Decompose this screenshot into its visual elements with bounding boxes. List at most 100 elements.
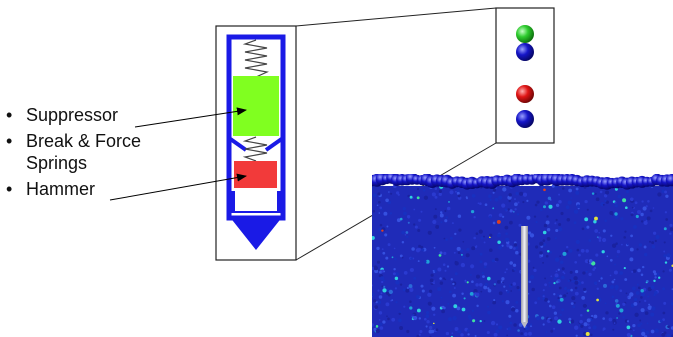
particle (615, 242, 618, 245)
particle (612, 328, 615, 331)
particle (443, 251, 447, 255)
particle (416, 308, 421, 313)
particle (421, 289, 425, 293)
particle (536, 200, 540, 204)
particle (547, 249, 550, 253)
particle (629, 292, 634, 297)
particle (647, 287, 652, 292)
particle (378, 200, 381, 204)
particle (550, 329, 554, 333)
particle (395, 280, 400, 285)
particle (634, 312, 639, 317)
particle (479, 319, 482, 323)
particle (513, 323, 517, 327)
particle (518, 223, 522, 227)
particle (373, 327, 377, 332)
particle (432, 282, 435, 285)
particle (578, 253, 581, 257)
particle (614, 204, 618, 208)
particle (373, 324, 377, 328)
particle (509, 321, 513, 325)
particle (456, 246, 461, 251)
particle (593, 314, 598, 319)
particle (602, 203, 605, 206)
particle (446, 206, 451, 211)
particle (437, 267, 442, 272)
particle (632, 269, 637, 273)
particle (434, 195, 438, 199)
particle (591, 261, 596, 266)
particle (542, 239, 546, 242)
particle (401, 256, 404, 259)
particle (479, 260, 483, 264)
particle (458, 228, 462, 232)
particle (565, 249, 569, 253)
particle (454, 272, 458, 276)
particle (453, 251, 456, 254)
particle (420, 284, 424, 288)
particle (659, 319, 663, 323)
particle (484, 282, 488, 287)
particle (582, 287, 587, 292)
list-item-suppressor: Suppressor (6, 104, 141, 126)
particle (630, 234, 633, 238)
particle (557, 268, 561, 272)
particle (492, 221, 496, 225)
particle (629, 197, 634, 202)
particle (648, 303, 651, 306)
particle (465, 196, 468, 199)
particle (669, 227, 673, 232)
particle (423, 260, 427, 263)
particle (638, 243, 643, 247)
particle (506, 290, 510, 294)
particle (539, 255, 542, 258)
particle (439, 277, 442, 280)
particle (654, 328, 659, 333)
particle (650, 285, 655, 290)
particle (372, 235, 375, 240)
particle (406, 286, 409, 290)
particle (622, 198, 627, 203)
particle (493, 332, 498, 337)
particle (460, 262, 466, 268)
particle (644, 311, 649, 315)
particle (593, 266, 597, 270)
particle (542, 295, 545, 298)
particle (555, 228, 559, 233)
particle (523, 328, 526, 330)
particle (433, 214, 438, 219)
red-sphere-icon (516, 85, 534, 103)
particle (457, 330, 460, 333)
particle (494, 257, 499, 262)
particle (576, 204, 581, 209)
particle (437, 287, 442, 292)
particle (543, 243, 547, 247)
particle (454, 232, 457, 236)
particle (383, 285, 386, 288)
particle (475, 232, 479, 235)
particle (609, 211, 614, 215)
particle (561, 308, 565, 312)
particle (516, 213, 520, 216)
particle (619, 271, 624, 275)
particle (580, 248, 585, 253)
particle (449, 290, 452, 294)
particle (438, 192, 442, 196)
particle (444, 269, 447, 272)
particle (542, 230, 547, 235)
particle (581, 295, 586, 300)
particle (407, 194, 410, 198)
particle (445, 331, 450, 336)
particle (574, 325, 579, 330)
particle (454, 261, 459, 266)
particle (641, 331, 646, 337)
particle (638, 286, 641, 290)
particle (512, 263, 517, 267)
particle (444, 209, 447, 213)
particle (392, 272, 396, 276)
particle (559, 313, 562, 316)
particle (545, 331, 548, 333)
particle (483, 265, 487, 269)
particle (640, 291, 646, 297)
particle (555, 270, 558, 273)
